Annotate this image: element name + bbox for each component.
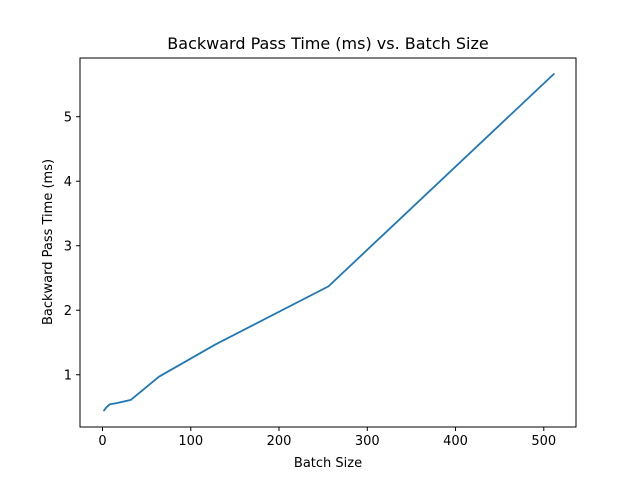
series-line [102,72,555,412]
y-tick-label: 2 [64,304,72,319]
x-tick-label: 500 [531,434,556,449]
y-axis: 1 2 3 4 5 [64,111,80,384]
x-axis-label: Batch Size [294,456,362,471]
x-tick-label: 100 [178,434,203,449]
plot-area [79,57,577,428]
axes-frame [79,57,577,428]
y-tick-label: 3 [64,240,72,255]
chart-title: Backward Pass Time (ms) vs. Batch Size [167,34,488,53]
x-tick-label: 200 [267,434,292,449]
y-tick-label: 4 [64,175,72,190]
y-tick-label: 5 [64,111,72,126]
series-layer [102,72,555,412]
x-tick-label: 0 [98,434,106,449]
x-tick-label: 300 [355,434,380,449]
y-tick-label: 1 [64,369,72,384]
y-axis-label: Backward Pass Time (ms) [41,159,56,325]
x-axis: 0 100 200 300 400 500 [98,427,556,449]
x-tick-label: 400 [443,434,468,449]
